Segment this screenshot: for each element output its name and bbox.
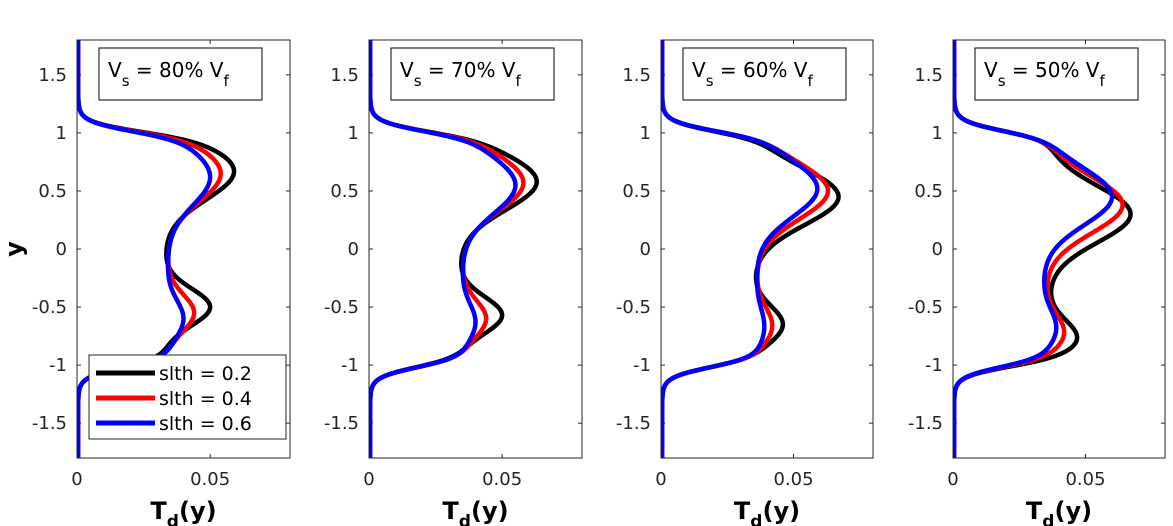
panels-group: 1.5 1 0.5 0 -0.5 -1 -1.5 0 0.05 Vs = 80% Vf Td(y) s…	[32, 39, 1166, 526]
y-tick-label: 0.5	[38, 181, 67, 202]
y-tick-label: -0.5	[908, 297, 943, 318]
panel-3: 1.5 1 0.5 0 -0.5 -1 -1.5 0 0.05 Vs = 60% Vf Td(y)	[616, 39, 874, 526]
panel-title-box	[974, 47, 1139, 101]
y-tick-label: 0.5	[914, 181, 943, 202]
panel-title-box	[98, 47, 263, 101]
y-tick-label: 0.5	[330, 181, 359, 202]
panel-title: Vs = 80% Vf	[108, 58, 229, 90]
y-tick-label: 1.5	[622, 65, 651, 86]
legend-label-3: slth = 0.6	[159, 413, 252, 435]
y-tick-label: -1.5	[616, 413, 651, 434]
panel-2: 1.5 1 0.5 0 -0.5 -1 -1.5 0 0.05 Vs = 70% Vf Td(y)	[324, 39, 583, 526]
x-tick-label: 0.05	[1065, 469, 1105, 490]
axes-box	[952, 39, 1166, 459]
y-tick-label: 1	[56, 123, 67, 144]
x-tick-label: 0.05	[482, 469, 522, 490]
x-axis-label: Td(y)	[1026, 497, 1092, 526]
y-tick-label: 0	[640, 239, 651, 260]
y-tick-label: -1	[341, 355, 359, 376]
y-tick-label: 1	[932, 123, 943, 144]
series-line-3	[77, 40, 213, 458]
panel-title-box	[682, 47, 847, 101]
panel-title-box	[390, 47, 555, 101]
y-tick-label: -0.5	[32, 297, 67, 318]
y-tick-label: -1.5	[908, 413, 943, 434]
series-group	[953, 40, 1133, 458]
panel-title: Vs = 50% Vf	[984, 58, 1105, 90]
y-tick-label: -0.5	[616, 297, 651, 318]
panel-1: 1.5 1 0.5 0 -0.5 -1 -1.5 0 0.05 Vs = 80% Vf Td(y) s…	[32, 39, 291, 526]
legend-label-2: slth = 0.4	[159, 388, 252, 410]
y-tick-label: 0	[348, 239, 359, 260]
x-axis-label: Td(y)	[734, 497, 800, 526]
y-tick-label: 0	[56, 239, 67, 260]
y-tick-label: 1.5	[38, 65, 67, 86]
x-tick-label: 0	[655, 469, 666, 490]
panel-4: 1.5 1 0.5 0 -0.5 -1 -1.5 0 0.05 Vs = 50% Vf Td(y)	[908, 39, 1166, 526]
series-group	[369, 40, 539, 458]
series-line-3	[661, 40, 820, 458]
series-group	[77, 40, 237, 458]
axes-box	[368, 39, 583, 459]
y-tick-label: 1	[348, 123, 359, 144]
y-tick-label: 1.5	[330, 65, 359, 86]
y-tick-label: -1	[925, 355, 943, 376]
y-axis-label: y	[0, 241, 28, 257]
x-tick-label: 0.05	[773, 469, 813, 490]
y-tick-label: 1	[640, 123, 651, 144]
legend-label-1: slth = 0.2	[159, 363, 252, 385]
y-tick-label: -1.5	[324, 413, 359, 434]
y-tick-label: -1	[633, 355, 651, 376]
y-tick-label: 1.5	[914, 65, 943, 86]
x-tick-label: 0.05	[190, 469, 230, 490]
y-tick-label: -0.5	[324, 297, 359, 318]
y-tick-label: -1	[49, 355, 67, 376]
series-line-3	[369, 40, 518, 458]
series-line-3	[953, 40, 1115, 458]
y-tick-label: 0.5	[622, 181, 651, 202]
x-tick-label: 0	[71, 469, 82, 490]
x-tick-label: 0	[363, 469, 374, 490]
x-axis-label: Td(y)	[442, 497, 508, 526]
y-tick-label: -1.5	[32, 413, 67, 434]
y-tick-label: 0	[932, 239, 943, 260]
series-group	[661, 40, 841, 458]
x-axis-label: Td(y)	[150, 497, 216, 526]
panel-title: Vs = 70% Vf	[400, 58, 521, 90]
panel-title: Vs = 60% Vf	[692, 58, 813, 90]
x-tick-label: 0	[947, 469, 958, 490]
